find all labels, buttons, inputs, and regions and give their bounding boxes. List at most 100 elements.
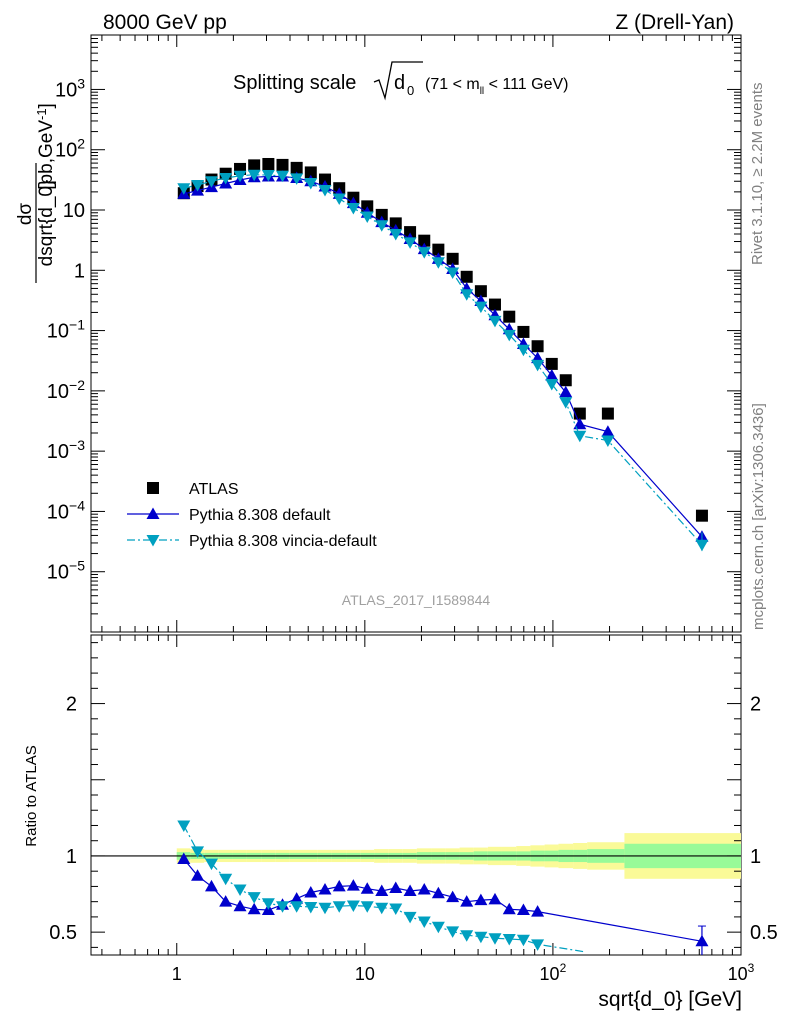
data-point	[276, 158, 289, 171]
analysis-id: ATLAS_2017_I1589844	[342, 592, 491, 608]
ratio-point	[346, 900, 360, 912]
mc-point	[261, 170, 275, 182]
ratio-y-tick-label-right: 1	[750, 846, 761, 868]
mc-point	[460, 289, 474, 301]
data-point	[304, 166, 317, 179]
mc-point	[531, 359, 545, 372]
ratio-point	[360, 882, 374, 894]
data-point	[695, 509, 708, 522]
mc-point	[545, 378, 559, 391]
ratio-point	[502, 934, 516, 946]
ratio-y-tick-label: 0.5	[49, 922, 77, 944]
y-tick-label: 10−1	[47, 317, 85, 343]
ratio-point	[276, 901, 290, 913]
ratio-point	[389, 903, 403, 916]
mc-point	[516, 344, 530, 357]
ratio-y-tick-label: 2	[66, 694, 77, 716]
ratio-point	[233, 899, 247, 912]
ratio-point	[474, 893, 488, 906]
data-point	[248, 159, 261, 172]
mc-point	[573, 417, 587, 430]
ratio-point	[531, 939, 545, 951]
ratio-point	[403, 911, 417, 924]
ratio-point	[446, 926, 460, 938]
ratio-ylabel: Ratio to ATLAS	[23, 745, 40, 846]
mc-point	[304, 178, 318, 190]
y-tick-label: 103	[55, 75, 85, 101]
ratio-point	[247, 902, 261, 915]
x-tick-label: 1	[172, 964, 182, 984]
data-point	[559, 374, 572, 387]
ratio-point	[360, 901, 374, 913]
sqrt-symbol	[373, 61, 423, 101]
ratio-point	[318, 902, 332, 915]
x-tick-label: 102	[540, 961, 567, 984]
data-point	[460, 270, 473, 283]
ratio-plot-frame	[90, 634, 742, 956]
ratio-point	[417, 882, 431, 895]
plot-title: Splitting scale d 0 (71 < mll < 111 GeV)	[233, 61, 568, 101]
data-point	[318, 173, 331, 186]
y-tick-label: 102	[55, 136, 85, 162]
ratio-point	[290, 901, 304, 913]
data-point	[545, 357, 558, 370]
y-tick-label: 10−2	[47, 377, 85, 403]
mc-point	[346, 202, 360, 215]
mc-point	[559, 385, 573, 398]
data-point	[432, 243, 445, 256]
data-point	[290, 161, 303, 174]
legend-marker	[147, 482, 159, 494]
mc-point	[276, 170, 290, 183]
data-point	[389, 217, 402, 230]
x-tick-label: 10	[355, 964, 375, 984]
plot-title-main: Splitting scale	[233, 72, 356, 94]
header-left: 8000 GeV pp	[103, 11, 227, 34]
ratio-point	[460, 930, 474, 942]
ratio-series-line	[183, 825, 587, 953]
ratio-point	[389, 881, 403, 893]
ratio-point	[346, 879, 360, 891]
plot-title-radicand: d	[394, 72, 405, 94]
legend-label: ATLAS	[189, 481, 239, 498]
ratio-point	[219, 895, 233, 907]
ratio-y-tick-label-right: 0.5	[750, 922, 778, 944]
data-point	[404, 226, 417, 239]
legend-marker	[146, 507, 160, 519]
ratio-point	[304, 902, 318, 914]
ratio-point	[403, 884, 417, 896]
plot-title-radicand-sub: 0	[407, 83, 414, 98]
ratio-point	[191, 846, 205, 858]
svg-text:dσ: dσ	[15, 203, 36, 226]
data-point	[531, 340, 544, 353]
ratio-point	[204, 858, 218, 871]
mc-point	[545, 368, 559, 381]
svg-text:dsqrt{d_0}: dsqrt{d_0}	[36, 180, 57, 267]
ratio-point	[261, 898, 275, 910]
mc-point	[219, 172, 233, 185]
ratio-point	[431, 921, 445, 934]
data-point	[488, 298, 501, 311]
ratio-point	[488, 933, 502, 945]
header-right: Z (Drell-Yan)	[615, 11, 734, 34]
mc-point	[488, 315, 502, 328]
main-ylabel: dσ dsqrt{d_0} [pb,GeV-1]	[15, 103, 57, 283]
mc-point	[601, 425, 615, 437]
data-point	[474, 285, 487, 298]
y-tick-label: 10	[63, 200, 85, 222]
plot-title-cut: (71 < mll < 111 GeV)	[425, 76, 568, 97]
main-series-line	[183, 174, 703, 546]
mc-point	[573, 430, 587, 443]
ratio-plot-panel	[90, 634, 742, 956]
mc-point	[474, 301, 488, 314]
data-point	[262, 157, 275, 170]
ratio-point	[204, 879, 218, 892]
ratio-point	[516, 934, 530, 947]
ratio-point	[375, 902, 389, 915]
data-point	[446, 252, 459, 265]
ratio-point	[219, 873, 233, 886]
ratio-point	[474, 931, 488, 944]
ratio-point	[233, 884, 247, 896]
y-tick-label: 10−3	[47, 437, 85, 463]
ratio-point	[488, 892, 502, 905]
